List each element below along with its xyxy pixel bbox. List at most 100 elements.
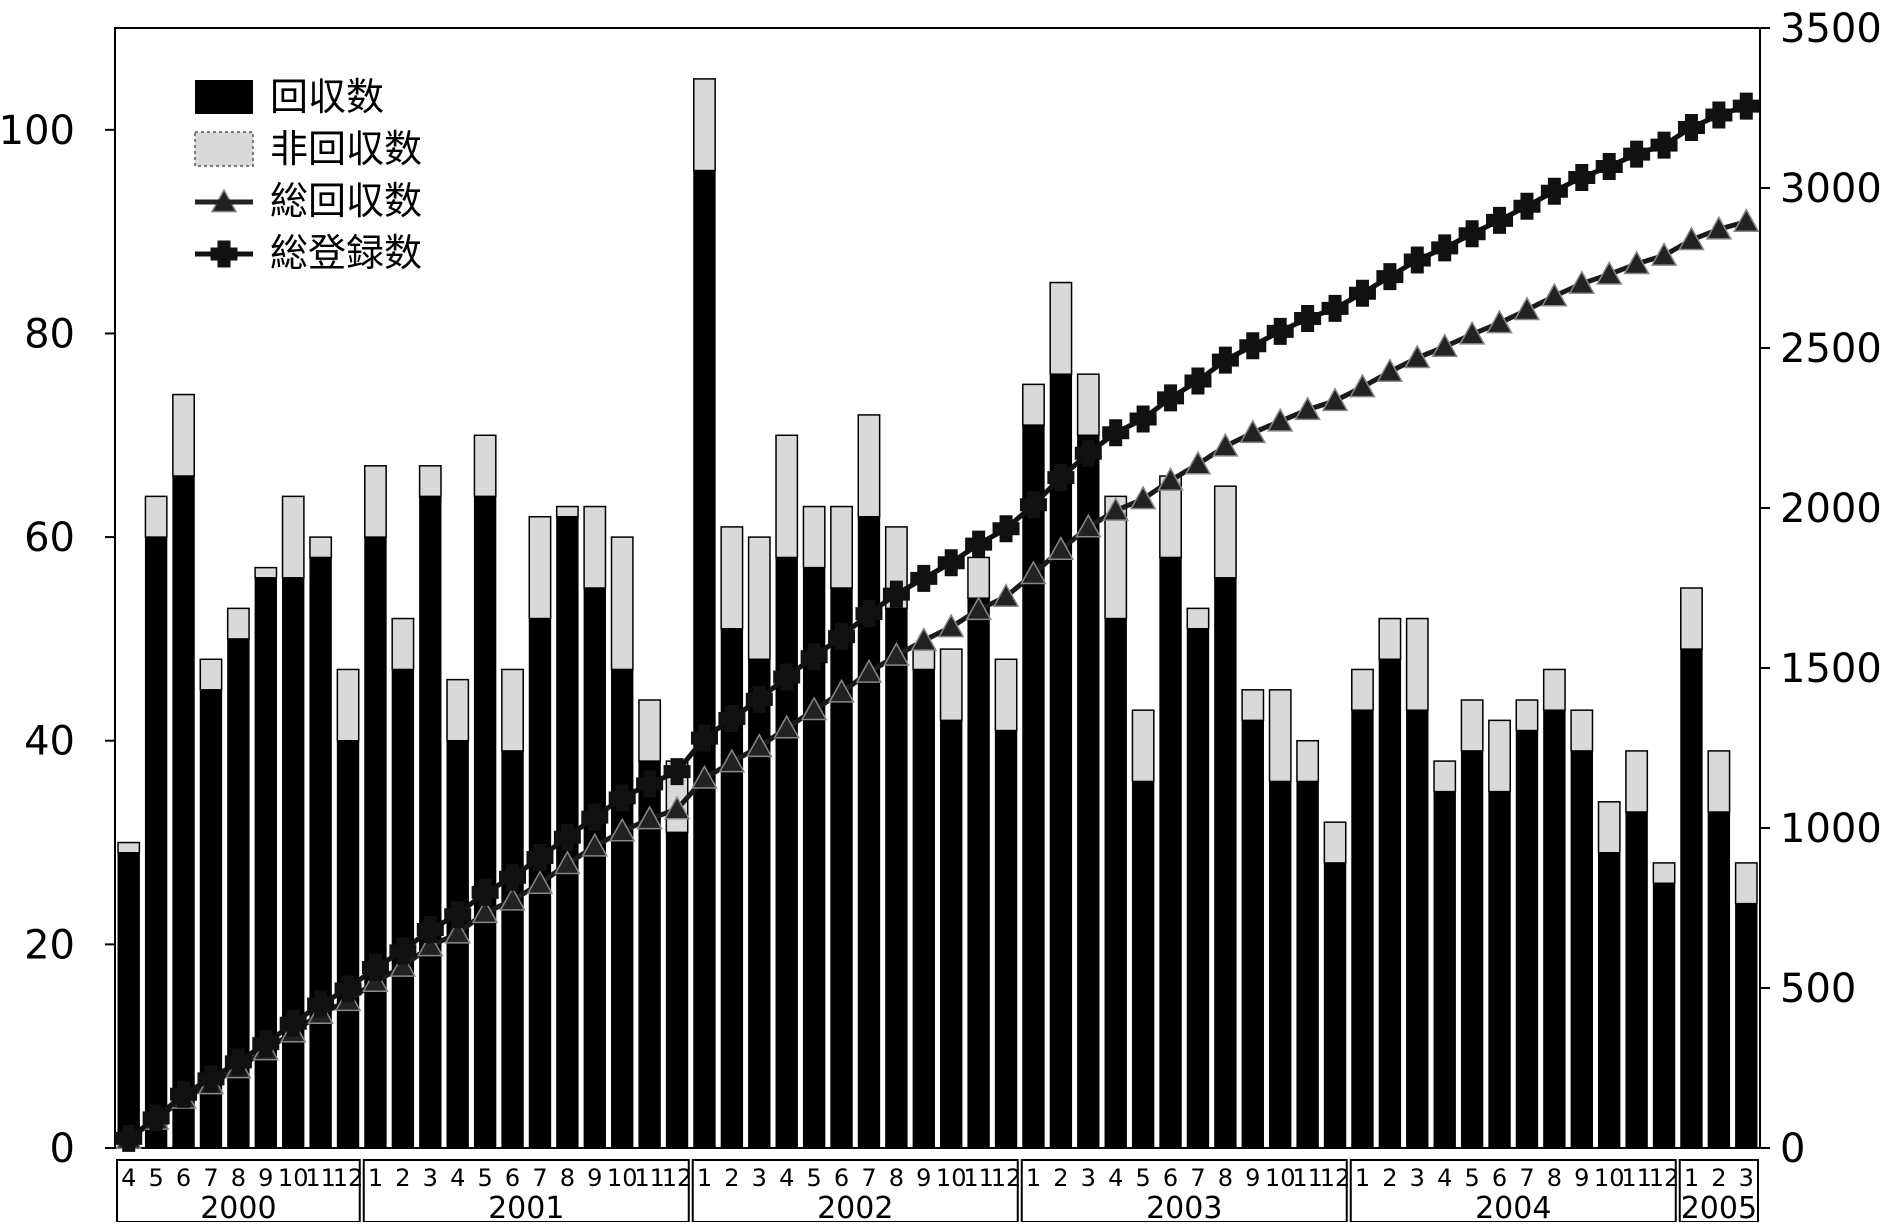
total-kaishu-point (1678, 226, 1705, 251)
total-kaishu-point (1568, 270, 1596, 295)
bar-hikaishu (610, 536, 634, 671)
bar-hikaishu (1351, 668, 1374, 711)
month-tick-label: 8 (560, 1164, 575, 1192)
total-touroku-point (1348, 279, 1376, 307)
month-tick-label: 12 (333, 1164, 364, 1192)
bar-hikaishu (555, 505, 579, 518)
bar-hikaishu (364, 465, 387, 538)
month-tick-label: 1 (697, 1164, 712, 1192)
month-tick-label: 5 (477, 1164, 492, 1192)
total-touroku-point (361, 954, 389, 982)
right-axis: 0 500 1000 1500 2000 2500 3000 3500 (1760, 6, 1882, 1172)
total-kaishu-point (1129, 485, 1157, 510)
total-kaishu-point (1294, 396, 1321, 421)
month-tick-label: 4 (1108, 1164, 1123, 1192)
bar-kaishu (665, 831, 689, 1149)
bar-hikaishu (583, 505, 607, 589)
month-tick-label: 7 (1519, 1164, 1534, 1192)
total-touroku-point (1431, 234, 1459, 262)
total-touroku-point (855, 600, 883, 628)
bar-kaishu (144, 536, 168, 1149)
month-tick-label: 5 (1464, 1164, 1479, 1192)
total-kaishu-point (1458, 320, 1486, 345)
month-tick-label: 1 (368, 1164, 383, 1192)
total-touroku-point (1129, 405, 1157, 433)
bar-kaishu (1022, 424, 1045, 1149)
bar-hikaishu (1131, 709, 1155, 783)
total-touroku-point (526, 843, 554, 871)
bar-kaishu (1186, 628, 1210, 1149)
bar-kaishu (473, 495, 497, 1149)
legend-label-total-kaishu: 総回収数 (270, 179, 422, 223)
left-axis-tick-label: 0 (50, 1126, 75, 1172)
total-touroku-point (1047, 464, 1075, 492)
lines-group (115, 92, 1760, 1152)
total-touroku-point (636, 770, 664, 798)
total-kaishu-point (828, 678, 855, 703)
bar-hikaishu (528, 515, 552, 620)
month-tick-label: 6 (1163, 1164, 1178, 1192)
left-axis-tick-label: 100 (0, 108, 75, 154)
total-touroku-point (773, 663, 801, 691)
bar-hikaishu (1570, 709, 1594, 752)
bar-hikaishu (446, 678, 470, 742)
left-axis-tick-label: 60 (24, 515, 75, 561)
left-axis-tick-label: 40 (24, 719, 75, 765)
total-touroku-point (663, 758, 691, 786)
total-touroku-point (965, 530, 993, 558)
bar-hikaishu (1680, 587, 1703, 650)
bar-hikaishu (501, 668, 524, 752)
month-tick-label: 10 (278, 1164, 309, 1192)
bar-hikaishu (939, 648, 963, 722)
total-touroku-point (608, 784, 636, 812)
bar-hikaishu (1323, 821, 1347, 864)
bar-kaishu (748, 658, 771, 1149)
bar-hikaishu (1707, 750, 1731, 813)
bar-hikaishu (172, 393, 195, 477)
total-touroku-point (581, 803, 609, 831)
total-touroku-point (142, 1104, 170, 1132)
bar-kaishu (1707, 811, 1731, 1149)
bar-hikaishu (693, 78, 716, 172)
total-kaishu-point (937, 613, 965, 638)
total-touroku-point (718, 705, 746, 733)
bar-hikaishu (199, 658, 223, 691)
total-kaishu-point (1075, 513, 1102, 538)
month-tick-label: 7 (1190, 1164, 1205, 1192)
total-kaishu-point (1212, 432, 1239, 457)
bar-hikaishu (1186, 607, 1210, 630)
total-touroku-point (1102, 419, 1130, 447)
total-touroku-point (279, 1009, 307, 1037)
bar-hikaishu (473, 434, 497, 498)
total-touroku-point (1184, 367, 1212, 395)
bar-kaishu (1159, 556, 1182, 1149)
bar-kaishu (1351, 709, 1374, 1149)
bar-kaishu (1680, 648, 1703, 1149)
total-kaishu-point (554, 850, 581, 875)
total-touroku-point (197, 1065, 225, 1093)
bar-hikaishu (1652, 862, 1676, 885)
month-tick-label: 12 (1320, 1164, 1351, 1192)
month-tick-label: 6 (834, 1164, 849, 1192)
total-touroku-point (800, 643, 828, 671)
bar-kaishu (912, 668, 935, 1149)
right-axis-tick-label: 1500 (1780, 646, 1882, 692)
bar-kaishu (1598, 852, 1621, 1149)
total-kaishu-point (992, 583, 1020, 607)
total-touroku-point (416, 915, 444, 943)
right-axis-tick-label: 2000 (1780, 486, 1882, 532)
total-kaishu-point (389, 953, 417, 977)
bar-kaishu (1323, 862, 1347, 1149)
total-touroku-point (992, 515, 1020, 543)
plot-frame (114, 27, 1761, 1149)
bar-hikaishu (1734, 862, 1758, 905)
bar-hikaishu (1597, 801, 1621, 854)
bar-kaishu (1735, 903, 1758, 1149)
bar-kaishu (117, 852, 140, 1149)
month-tick-label: 9 (258, 1164, 273, 1192)
bar-hikaishu (802, 505, 826, 569)
total-touroku-point (828, 623, 856, 651)
